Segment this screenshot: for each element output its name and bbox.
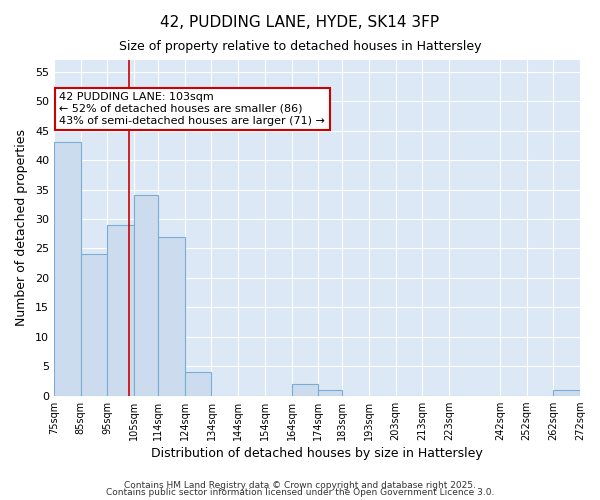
Bar [158, 236, 185, 396]
Bar [80, 254, 107, 396]
Bar [553, 390, 580, 396]
Bar [292, 384, 319, 396]
Text: 42, PUDDING LANE, HYDE, SK14 3FP: 42, PUDDING LANE, HYDE, SK14 3FP [160, 15, 440, 30]
Text: 42 PUDDING LANE: 103sqm
← 52% of detached houses are smaller (86)
43% of semi-de: 42 PUDDING LANE: 103sqm ← 52% of detache… [59, 92, 325, 126]
Bar [134, 196, 158, 396]
X-axis label: Distribution of detached houses by size in Hattersley: Distribution of detached houses by size … [151, 447, 483, 460]
Bar [319, 390, 343, 396]
Text: Contains HM Land Registry data © Crown copyright and database right 2025.: Contains HM Land Registry data © Crown c… [124, 480, 476, 490]
Bar [107, 225, 134, 396]
Bar [54, 142, 80, 396]
Text: Size of property relative to detached houses in Hattersley: Size of property relative to detached ho… [119, 40, 481, 53]
Bar [185, 372, 211, 396]
Y-axis label: Number of detached properties: Number of detached properties [15, 130, 28, 326]
Text: Contains public sector information licensed under the Open Government Licence 3.: Contains public sector information licen… [106, 488, 494, 497]
